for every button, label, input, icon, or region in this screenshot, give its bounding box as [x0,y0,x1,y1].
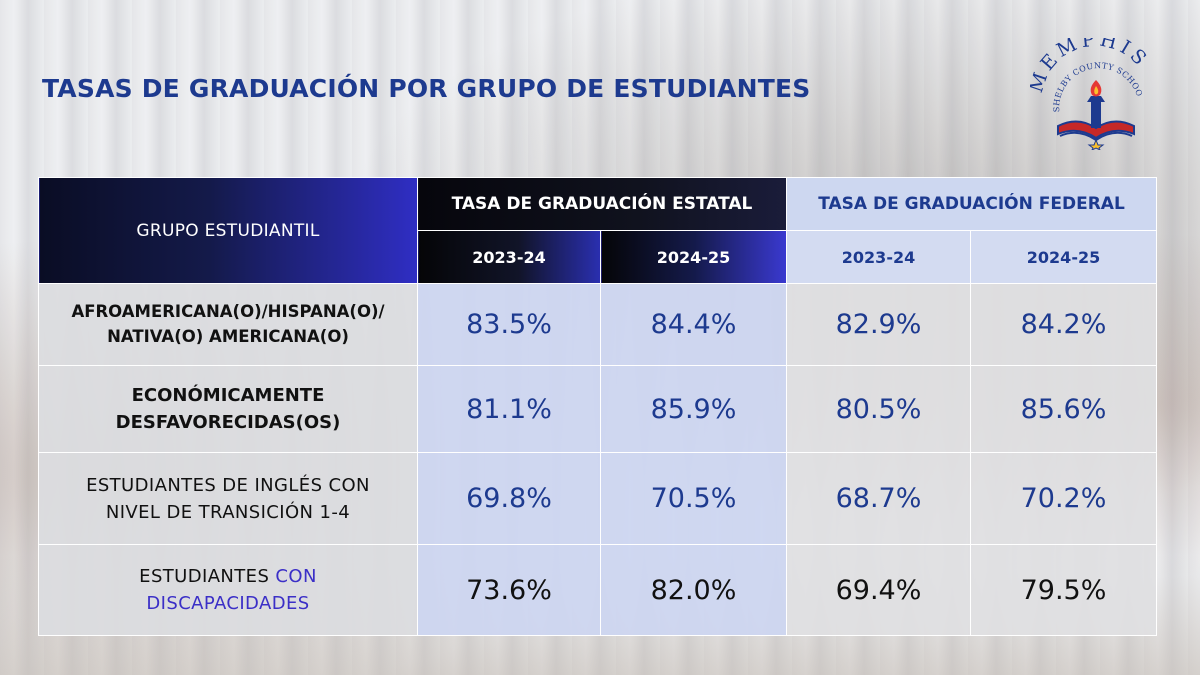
cell-federal-2024-25: 70.2% [969,452,1158,545]
header-state-rate: TASA DE GRADUACIÓN ESTATAL [417,177,787,231]
cell-federal-2023-24: 82.9% [786,283,971,366]
table-row: ESTUDIANTES CON DISCAPACIDADES 73.6% 82.… [38,544,1158,636]
row-label-line1: ESTUDIANTES DE INGLÉS CON [86,474,370,496]
row-label-line1b: CON [269,566,317,587]
header-federal-2024-25: 2024-25 [969,230,1158,284]
cell-federal-2024-25: 79.5% [969,544,1158,636]
table-row: ECONÓMICAMENTE DESFAVORECIDAS(OS) 81.1% … [38,365,1158,453]
row-label-line2: DISCAPACIDADES [146,593,310,614]
cell-state-2023-24: 73.6% [417,544,601,636]
row-label-line1: ECONÓMICAMENTE [131,385,325,406]
cell-state-2024-25: 82.0% [600,544,787,636]
cell-state-2024-25: 85.9% [600,365,787,453]
row-label: ESTUDIANTES CON DISCAPACIDADES [38,544,418,636]
row-label: ECONÓMICAMENTE DESFAVORECIDAS(OS) [38,365,418,453]
cell-state-2023-24: 69.8% [417,452,601,545]
cell-federal-2023-24: 68.7% [786,452,971,545]
cell-federal-2024-25: 84.2% [969,283,1158,366]
row-label-line2: NATIVA(O) AMERICANA(O) [107,326,349,346]
header-student-group: GRUPO ESTUDIANTIL [38,177,418,284]
row-label-line2: NIVEL DE TRANSICIÓN 1-4 [105,501,351,523]
graduation-rates-table: GRUPO ESTUDIANTIL TASA DE GRADUACIÓN EST… [38,177,1158,636]
memphis-shelby-county-schools-logo: MEMPHIS SHELBY COUNTY SCHOOLS [1030,38,1149,150]
header-state-2024-25: 2024-25 [600,230,787,284]
cell-state-2024-25: 70.5% [600,452,787,545]
cell-federal-2023-24: 80.5% [786,365,971,453]
row-label-line1a: ESTUDIANTES [139,566,270,587]
row-label: ESTUDIANTES DE INGLÉS CON NIVEL DE TRANS… [38,452,418,545]
header-federal-2023-24: 2023-24 [786,230,971,284]
cell-state-2023-24: 83.5% [417,283,601,366]
slide-title: TASAS DE GRADUACIÓN POR GRUPO DE ESTUDIA… [42,74,811,103]
header-state-2023-24: 2023-24 [417,230,601,284]
cell-state-2023-24: 81.1% [417,365,601,453]
table-row: ESTUDIANTES DE INGLÉS CON NIVEL DE TRANS… [38,452,1158,545]
cell-federal-2024-25: 85.6% [969,365,1158,453]
table-row: AFROAMERICANA(O)/HISPANA(O)/ NATIVA(O) A… [38,283,1158,366]
row-label-line2: DESFAVORECIDAS(OS) [115,412,341,433]
header-federal-rate: TASA DE GRADUACIÓN FEDERAL [785,177,1158,231]
row-label-line1: AFROAMERICANA(O)/HISPANA(O)/ [71,301,385,321]
cell-federal-2023-24: 69.4% [786,544,971,636]
row-label: AFROAMERICANA(O)/HISPANA(O)/ NATIVA(O) A… [38,283,418,366]
cell-state-2024-25: 84.4% [600,283,787,366]
